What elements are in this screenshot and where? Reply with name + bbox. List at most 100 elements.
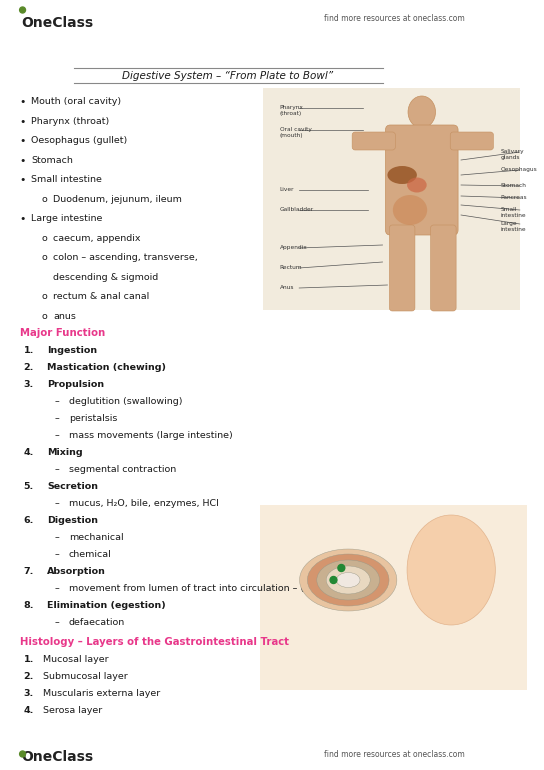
Ellipse shape bbox=[407, 178, 426, 192]
Text: mass movements (large intestine): mass movements (large intestine) bbox=[69, 431, 232, 440]
Text: rectum & anal canal: rectum & anal canal bbox=[53, 292, 149, 301]
Text: Stomach: Stomach bbox=[32, 156, 73, 165]
Text: Absorption: Absorption bbox=[47, 567, 106, 576]
Ellipse shape bbox=[393, 195, 427, 225]
Text: deglutition (swallowing): deglutition (swallowing) bbox=[69, 397, 182, 406]
FancyBboxPatch shape bbox=[386, 125, 458, 235]
Text: –: – bbox=[55, 414, 60, 423]
Text: –: – bbox=[55, 533, 60, 542]
FancyBboxPatch shape bbox=[390, 225, 415, 311]
Text: Gallbladder: Gallbladder bbox=[280, 207, 314, 212]
Circle shape bbox=[330, 577, 337, 584]
FancyBboxPatch shape bbox=[450, 132, 493, 150]
Text: 3.: 3. bbox=[23, 380, 34, 389]
Text: Pharynx (throat): Pharynx (throat) bbox=[32, 116, 110, 126]
Text: •: • bbox=[20, 214, 26, 224]
Text: 6.: 6. bbox=[23, 516, 34, 525]
Text: defaecation: defaecation bbox=[69, 618, 125, 627]
Text: o: o bbox=[41, 312, 47, 320]
Text: Mucosal layer: Mucosal layer bbox=[43, 655, 109, 664]
Text: 3.: 3. bbox=[23, 689, 34, 698]
FancyBboxPatch shape bbox=[352, 132, 395, 150]
Ellipse shape bbox=[336, 573, 360, 588]
Text: find more resources at oneclass.com: find more resources at oneclass.com bbox=[324, 14, 465, 23]
Circle shape bbox=[338, 564, 345, 571]
Text: Large intestine: Large intestine bbox=[32, 214, 103, 223]
Text: Oesophagus: Oesophagus bbox=[500, 167, 537, 172]
Text: –: – bbox=[55, 584, 60, 593]
Text: Oral cavity
(mouth): Oral cavity (mouth) bbox=[280, 127, 311, 138]
Text: –: – bbox=[55, 499, 60, 508]
Text: Large
intestine: Large intestine bbox=[500, 221, 526, 232]
Text: –: – bbox=[55, 397, 60, 406]
Text: Propulsion: Propulsion bbox=[47, 380, 104, 389]
Text: o: o bbox=[41, 233, 47, 243]
Text: Salivary
glands: Salivary glands bbox=[500, 149, 524, 160]
FancyBboxPatch shape bbox=[431, 225, 456, 311]
Text: •: • bbox=[20, 136, 26, 146]
Text: Small intestine: Small intestine bbox=[32, 175, 102, 184]
Ellipse shape bbox=[300, 549, 397, 611]
Text: Pharynx
(throat): Pharynx (throat) bbox=[280, 105, 304, 116]
Text: –: – bbox=[55, 431, 60, 440]
Text: –: – bbox=[55, 465, 60, 474]
Text: movement from lumen of tract into circulation – (blood/lymph): movement from lumen of tract into circul… bbox=[69, 584, 367, 593]
Text: descending & sigmoid: descending & sigmoid bbox=[53, 273, 158, 282]
Text: 4.: 4. bbox=[23, 706, 34, 715]
Text: Serosa layer: Serosa layer bbox=[43, 706, 102, 715]
Text: Small
intestine: Small intestine bbox=[500, 207, 526, 218]
Text: Stomach: Stomach bbox=[500, 183, 526, 188]
Ellipse shape bbox=[408, 96, 436, 128]
Text: Elimination (egestion): Elimination (egestion) bbox=[47, 601, 166, 610]
Text: anus: anus bbox=[53, 312, 76, 320]
Text: 8.: 8. bbox=[23, 601, 34, 610]
Text: •: • bbox=[20, 175, 26, 185]
Text: mucus, H₂O, bile, enzymes, HCl: mucus, H₂O, bile, enzymes, HCl bbox=[69, 499, 218, 508]
Text: 1.: 1. bbox=[23, 655, 34, 664]
Text: Mouth (oral cavity): Mouth (oral cavity) bbox=[32, 97, 121, 106]
Text: o: o bbox=[41, 195, 47, 203]
Text: Appendix: Appendix bbox=[280, 245, 307, 250]
Ellipse shape bbox=[317, 560, 380, 600]
Text: Rectum: Rectum bbox=[280, 265, 302, 270]
Text: –: – bbox=[55, 550, 60, 559]
Text: peristalsis: peristalsis bbox=[69, 414, 117, 423]
Text: •: • bbox=[20, 97, 26, 107]
Text: segmental contraction: segmental contraction bbox=[69, 465, 176, 474]
Text: Digestive System – “From Plate to Bowl”: Digestive System – “From Plate to Bowl” bbox=[122, 71, 333, 81]
Text: Submucosal layer: Submucosal layer bbox=[43, 672, 128, 681]
Text: Mastication (chewing): Mastication (chewing) bbox=[47, 363, 166, 372]
Text: Liver: Liver bbox=[280, 187, 294, 192]
Text: find more resources at oneclass.com: find more resources at oneclass.com bbox=[324, 750, 465, 759]
FancyBboxPatch shape bbox=[263, 88, 520, 310]
Text: Pancreas: Pancreas bbox=[500, 195, 527, 200]
Ellipse shape bbox=[326, 566, 370, 594]
FancyBboxPatch shape bbox=[260, 505, 527, 690]
Ellipse shape bbox=[407, 515, 496, 625]
Text: –: – bbox=[55, 618, 60, 627]
Text: 4.: 4. bbox=[23, 448, 34, 457]
Text: Ingestion: Ingestion bbox=[47, 346, 97, 355]
Text: o: o bbox=[41, 253, 47, 262]
Text: Histology – Layers of the Gastrointestinal Tract: Histology – Layers of the Gastrointestin… bbox=[20, 637, 289, 647]
Text: Duodenum, jejunum, ileum: Duodenum, jejunum, ileum bbox=[53, 195, 182, 203]
Text: o: o bbox=[41, 292, 47, 301]
Text: Secretion: Secretion bbox=[47, 482, 98, 491]
Text: colon – ascending, transverse,: colon – ascending, transverse, bbox=[53, 253, 197, 262]
Text: Anus: Anus bbox=[280, 285, 294, 290]
Text: 2.: 2. bbox=[23, 672, 34, 681]
Text: caecum, appendix: caecum, appendix bbox=[53, 233, 140, 243]
Text: •: • bbox=[20, 156, 26, 166]
Text: Major Function: Major Function bbox=[20, 328, 105, 338]
Text: 5.: 5. bbox=[23, 482, 34, 491]
Text: Digestion: Digestion bbox=[47, 516, 98, 525]
Text: Oesophagus (gullet): Oesophagus (gullet) bbox=[32, 136, 128, 145]
Text: OneClass: OneClass bbox=[22, 16, 94, 30]
Ellipse shape bbox=[387, 166, 417, 184]
Text: •: • bbox=[20, 116, 26, 126]
Text: 7.: 7. bbox=[23, 567, 34, 576]
Text: Mixing: Mixing bbox=[47, 448, 83, 457]
Text: chemical: chemical bbox=[69, 550, 112, 559]
Text: mechanical: mechanical bbox=[69, 533, 123, 542]
Text: 1.: 1. bbox=[23, 346, 34, 355]
